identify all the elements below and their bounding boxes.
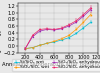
Y-axis label: Bonding energy difference (J/m²): Bonding energy difference (J/m²) [0,0,2,71]
Legend: Si/SiO₂ wet, SiO₂/SiO₂ wet, SiO₂/SiO₂ anhydrous, SiO₂/SiO₂ anhydrous: Si/SiO₂ wet, SiO₂/SiO₂ wet, SiO₂/SiO₂ an… [12,59,100,71]
X-axis label: Annealing temperature after bonding (°C): Annealing temperature after bonding (°C) [2,62,100,67]
